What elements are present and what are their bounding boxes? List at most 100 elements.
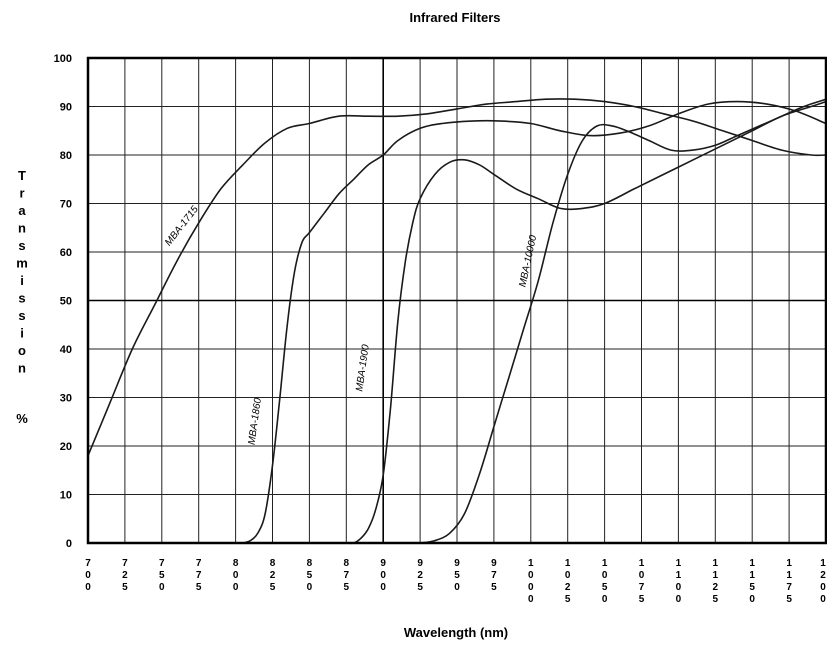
y-tick-label: 40 (60, 344, 72, 356)
x-tick-digit: 5 (307, 570, 313, 581)
y-axis-label-char: a (18, 203, 26, 218)
x-tick-digit: 5 (491, 582, 497, 593)
y-axis-label-char: o (18, 343, 26, 358)
plot-frame (86, 56, 827, 545)
x-tick-digit: 0 (565, 570, 571, 581)
x-tick-label: 775 (196, 558, 202, 593)
x-tick-digit: 5 (344, 582, 350, 593)
x-tick-digit: 1 (528, 558, 534, 569)
x-tick-digit: 9 (417, 558, 423, 569)
x-tick-digit: 1 (676, 570, 682, 581)
x-tick-digit: 8 (307, 558, 313, 569)
x-tick-digit: 0 (528, 570, 534, 581)
x-tick-digit: 0 (380, 582, 386, 593)
y-tick-label: 100 (54, 53, 72, 65)
x-tick-label: 875 (344, 558, 350, 593)
x-tick-digit: 8 (270, 558, 276, 569)
y-tick-label: 90 (60, 102, 72, 114)
x-tick-digit: 8 (233, 558, 239, 569)
y-tick-label: 60 (60, 247, 72, 259)
x-tick-digit: 1 (602, 558, 608, 569)
x-tick-digit: 0 (528, 582, 534, 593)
x-tick-digit: 5 (159, 570, 165, 581)
y-axis-label-char: s (18, 308, 25, 323)
series-label-mba-10000: MBA-10000 (517, 234, 539, 288)
x-tick-label: 925 (417, 558, 423, 593)
x-tick-digit: 2 (713, 582, 719, 593)
y-axis-label-char: m (16, 256, 28, 271)
x-tick-digit: 7 (196, 570, 202, 581)
x-tick-digit: 5 (786, 594, 792, 605)
x-tick-digit: 9 (454, 558, 460, 569)
x-tick-digit: 2 (122, 570, 128, 581)
series-line-mba-10000 (419, 98, 827, 544)
x-tick-digit: 7 (122, 558, 128, 569)
y-axis-label-char: T (18, 168, 26, 183)
y-tick-label: 20 (60, 441, 72, 453)
x-tick-digit: 0 (639, 570, 645, 581)
x-tick-digit: 1 (786, 558, 792, 569)
x-tick-digit: 5 (565, 594, 571, 605)
x-tick-label: 725 (122, 558, 128, 593)
x-tick-labels: 7007257507758008258508759009259509751000… (85, 558, 826, 605)
x-tick-digit: 7 (85, 558, 91, 569)
x-tick-label: 825 (270, 558, 276, 593)
y-axis-label-char: i (20, 273, 24, 288)
x-tick-digit: 7 (196, 558, 202, 569)
x-tick-digit: 0 (676, 594, 682, 605)
y-axis-label-char: i (20, 326, 24, 341)
x-tick-digit: 0 (85, 570, 91, 581)
x-tick-label: 800 (233, 558, 239, 593)
x-tick-digit: 2 (565, 582, 571, 593)
x-tick-digit: 5 (454, 570, 460, 581)
x-tick-label: 950 (454, 558, 460, 593)
x-tick-label: 750 (159, 558, 165, 593)
x-tick-digit: 5 (602, 582, 608, 593)
y-axis-unit: % (16, 411, 28, 426)
series-label-mba-1900: MBA-1900 (354, 343, 372, 392)
y-axis-label-char: s (18, 238, 25, 253)
x-tick-digit: 9 (491, 558, 497, 569)
series-line-mba-1900 (346, 100, 827, 545)
x-tick-digit: 0 (820, 582, 826, 593)
series-curves (87, 98, 827, 545)
x-tick-digit: 0 (159, 582, 165, 593)
x-tick-digit: 7 (159, 558, 165, 569)
x-tick-digit: 0 (676, 582, 682, 593)
x-tick-label: 900 (380, 558, 386, 593)
x-tick-digit: 0 (307, 582, 313, 593)
x-tick-digit: 2 (820, 570, 826, 581)
x-tick-digit: 5 (417, 582, 423, 593)
y-tick-label: 0 (66, 538, 72, 550)
x-axis-label: Wavelength (nm) (404, 625, 508, 640)
y-axis-label-char: n (18, 361, 26, 376)
x-tick-digit: 1 (786, 570, 792, 581)
x-tick-digit: 1 (749, 558, 755, 569)
x-tick-digit: 0 (602, 570, 608, 581)
series-line-mba-1860 (235, 100, 827, 544)
x-tick-digit: 5 (639, 594, 645, 605)
y-tick-label: 50 (60, 296, 72, 308)
y-axis-label-char: s (18, 291, 25, 306)
x-tick-digit: 0 (454, 582, 460, 593)
x-tick-digit: 7 (491, 570, 497, 581)
y-tick-label: 30 (60, 393, 72, 405)
x-tick-digit: 0 (380, 570, 386, 581)
y-axis-label-char: r (19, 186, 24, 201)
x-tick-digit: 5 (713, 594, 719, 605)
x-tick-digit: 1 (713, 570, 719, 581)
x-tick-digit: 0 (749, 594, 755, 605)
x-tick-digit: 5 (270, 582, 276, 593)
y-tick-labels: 0 10 20 30 40 50 60 70 80 90 100 (54, 53, 72, 550)
y-axis-label-char: n (18, 221, 26, 236)
x-tick-digit: 7 (344, 570, 350, 581)
